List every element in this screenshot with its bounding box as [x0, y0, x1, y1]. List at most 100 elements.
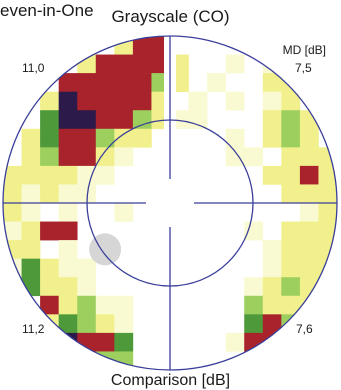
field-cell: [95, 73, 115, 92]
field-cell: [207, 73, 226, 92]
field-cell: [58, 184, 78, 204]
field-cell: [299, 110, 319, 130]
field-cell: [21, 240, 41, 259]
field-cell: [244, 332, 264, 352]
field-cell: [318, 165, 337, 185]
field-cell: [21, 203, 41, 222]
field-cell: [77, 258, 97, 278]
field-cell: [77, 314, 97, 334]
field-cell: [281, 128, 301, 148]
field-cell: [299, 240, 319, 259]
field-cell: [40, 91, 59, 111]
field-cell: [3, 165, 22, 185]
field-cell: [77, 128, 97, 148]
field-cell: [58, 295, 78, 315]
field-cell: [281, 147, 301, 167]
field-cell: [188, 91, 208, 111]
field-cell: [262, 258, 282, 278]
field-cell: [132, 110, 152, 130]
field-cell: [40, 221, 59, 241]
field-cell: [262, 314, 282, 334]
field-cell: [58, 128, 78, 148]
field-cell: [77, 351, 97, 370]
field-cell: [40, 147, 59, 167]
field-cell: [188, 110, 208, 130]
field-cell: [132, 54, 152, 74]
field-cell: [114, 295, 134, 315]
field-cell: [77, 110, 97, 130]
field-cell: [21, 147, 41, 167]
field-cell: [3, 203, 22, 222]
field-cell: [3, 221, 22, 241]
field-cell: [244, 221, 264, 241]
field-cell: [77, 295, 97, 315]
field-cell: [299, 221, 319, 241]
field-cell: [95, 332, 115, 352]
md-unit-label: MD [dB]: [282, 43, 326, 57]
field-cell: [281, 91, 301, 111]
field-cell: [95, 110, 115, 130]
field-cell: [21, 165, 41, 185]
field-cell: [132, 73, 152, 92]
field-cell: [262, 73, 282, 92]
field-cell: [114, 128, 134, 148]
field-cell: [40, 258, 59, 278]
md-value-bottom-right: 7,6: [296, 322, 313, 336]
field-cell: [262, 91, 282, 111]
field-cell: [40, 110, 59, 130]
field-cell: [299, 184, 319, 204]
field-cell: [95, 128, 115, 148]
field-cell: [299, 147, 319, 167]
field-cell: [114, 73, 134, 92]
field-cell: [225, 332, 245, 352]
chart-subtitle-bottom: Comparison [dB]: [110, 372, 231, 389]
field-cell: [40, 277, 59, 297]
field-cell: [318, 184, 337, 204]
field-cell: [58, 203, 78, 222]
field-cell: [244, 147, 264, 167]
field-cell: [281, 277, 301, 297]
field-cell: [77, 332, 97, 352]
field-cell: [114, 147, 134, 167]
field-cell: [114, 332, 134, 352]
field-cell: [95, 147, 115, 167]
field-cell: [114, 110, 134, 130]
field-cell: [58, 314, 78, 334]
field-cell: [225, 128, 245, 148]
field-cell: [95, 314, 115, 334]
field-cell: [281, 110, 301, 130]
field-cell: [318, 221, 337, 241]
field-cell: [225, 54, 245, 74]
field-cell: [114, 54, 134, 74]
field-cell: [77, 73, 97, 92]
field-cell: [225, 91, 245, 111]
field-cell: [77, 165, 97, 185]
field-cell: [95, 165, 115, 185]
field-cell: [77, 54, 97, 74]
field-cell: [244, 295, 264, 315]
field-cell: [21, 221, 41, 241]
chart-title-left: even-in-One: [0, 1, 94, 20]
field-cell: [77, 91, 97, 111]
field-cell: [262, 128, 282, 148]
field-cell: [21, 277, 41, 297]
field-cell: [244, 314, 264, 334]
field-cell: [77, 277, 97, 297]
field-cell: [262, 277, 282, 297]
field-cell: [318, 203, 337, 222]
field-cell: [58, 73, 78, 92]
field-cell: [40, 165, 59, 185]
field-cell: [40, 128, 59, 148]
field-cell: [114, 314, 134, 334]
field-cell: [114, 36, 134, 55]
field-cell: [58, 147, 78, 167]
field-cell: [132, 91, 152, 111]
field-cell: [281, 221, 301, 241]
field-cell: [21, 128, 41, 148]
field-cell: [58, 258, 78, 278]
field-cell: [281, 73, 301, 92]
md-value-top-right: 7,5: [295, 61, 312, 75]
field-cell: [114, 91, 134, 111]
field-cell: [262, 240, 282, 259]
